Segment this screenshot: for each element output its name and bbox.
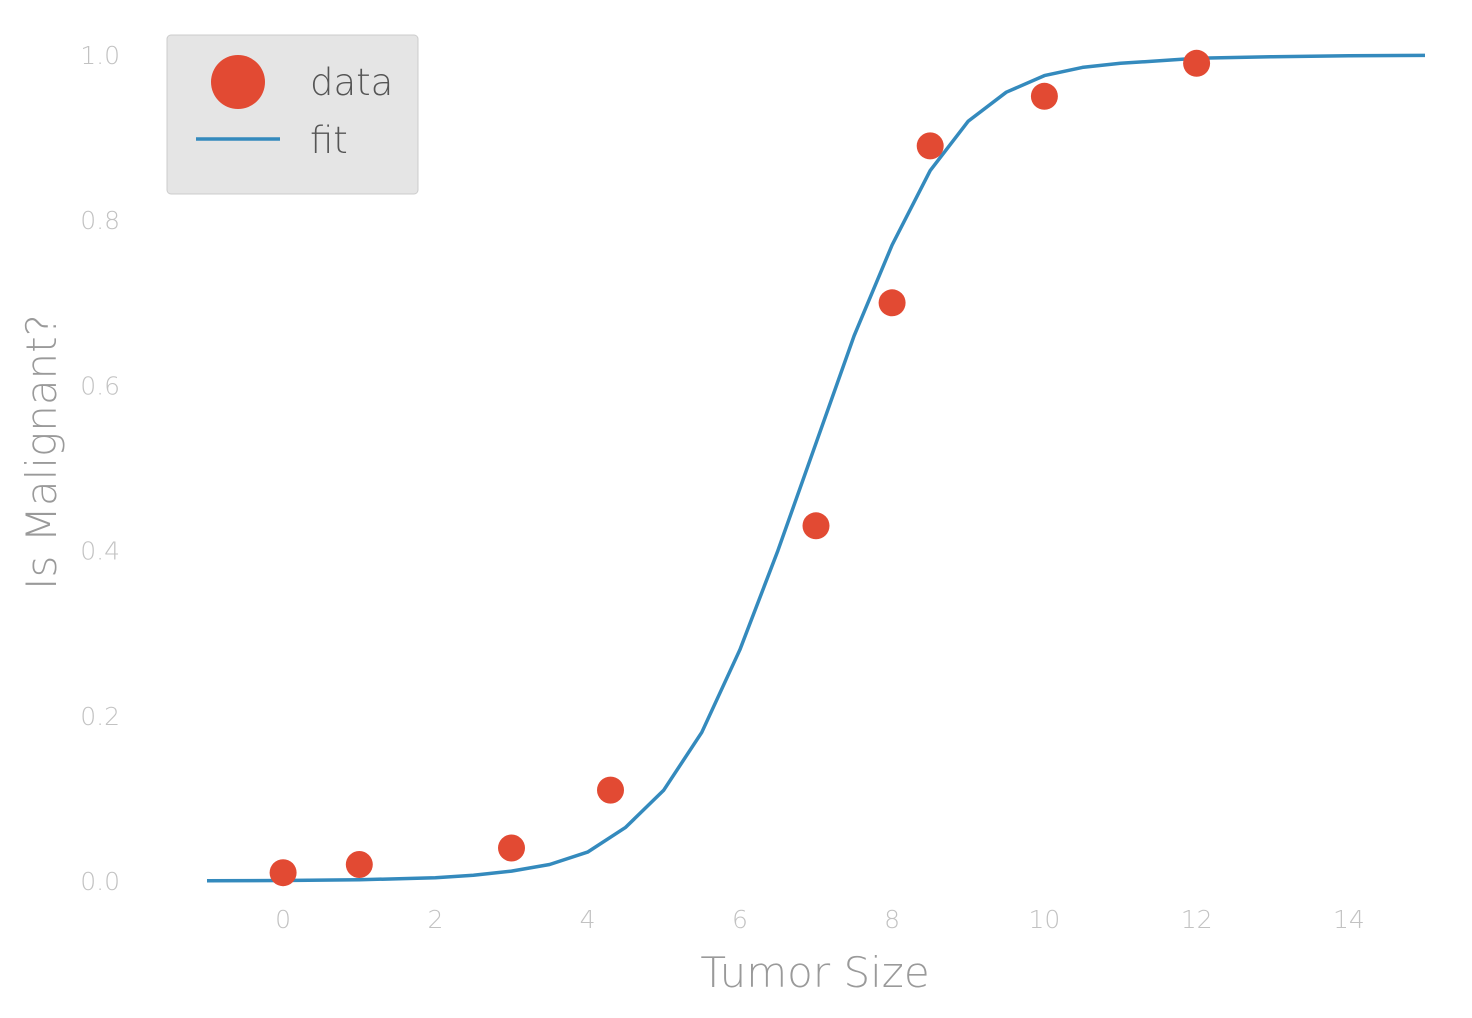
data-point xyxy=(916,132,944,160)
data-point xyxy=(878,289,906,317)
data-point xyxy=(269,859,297,887)
legend-data-marker xyxy=(211,55,265,109)
y-tick-labels: 0.0 0.2 0.4 0.6 0.8 1.0 xyxy=(80,41,120,896)
x-tick-labels: 0 2 4 6 8 10 12 14 xyxy=(275,905,1365,934)
x-tick-label: 14 xyxy=(1333,905,1365,934)
x-axis-title: Tumor Size xyxy=(700,948,929,997)
y-tick-label: 0.8 xyxy=(80,206,120,235)
y-axis-title: Is Malignant? xyxy=(17,314,66,590)
x-tick-label: 0 xyxy=(275,905,291,934)
x-tick-label: 2 xyxy=(427,905,443,934)
fit-line xyxy=(206,53,1426,883)
x-tick-label: 8 xyxy=(884,905,900,934)
data-point xyxy=(345,851,373,878)
data-point xyxy=(597,776,624,804)
data-point xyxy=(1030,82,1058,110)
data-point xyxy=(498,834,525,862)
y-tick-label: 1.0 xyxy=(80,41,120,70)
x-tick-label: 12 xyxy=(1181,905,1213,934)
legend-label-fit: fit xyxy=(310,119,348,162)
x-tick-label: 6 xyxy=(732,905,748,934)
legend-box xyxy=(166,34,419,195)
y-tick-label: 0.2 xyxy=(80,702,120,731)
y-tick-label: 0.4 xyxy=(80,537,120,566)
y-tick-label: 0.6 xyxy=(80,371,120,400)
x-tick-label: 10 xyxy=(1028,905,1060,934)
data-point xyxy=(1183,49,1211,77)
legend: data fit xyxy=(166,34,419,195)
fit-line-layer xyxy=(206,53,1426,883)
x-tick-label: 4 xyxy=(580,905,596,934)
data-point xyxy=(802,512,830,540)
data-points-layer xyxy=(269,49,1211,887)
legend-label-data: data xyxy=(310,61,393,104)
y-tick-label: 0.0 xyxy=(80,867,120,896)
